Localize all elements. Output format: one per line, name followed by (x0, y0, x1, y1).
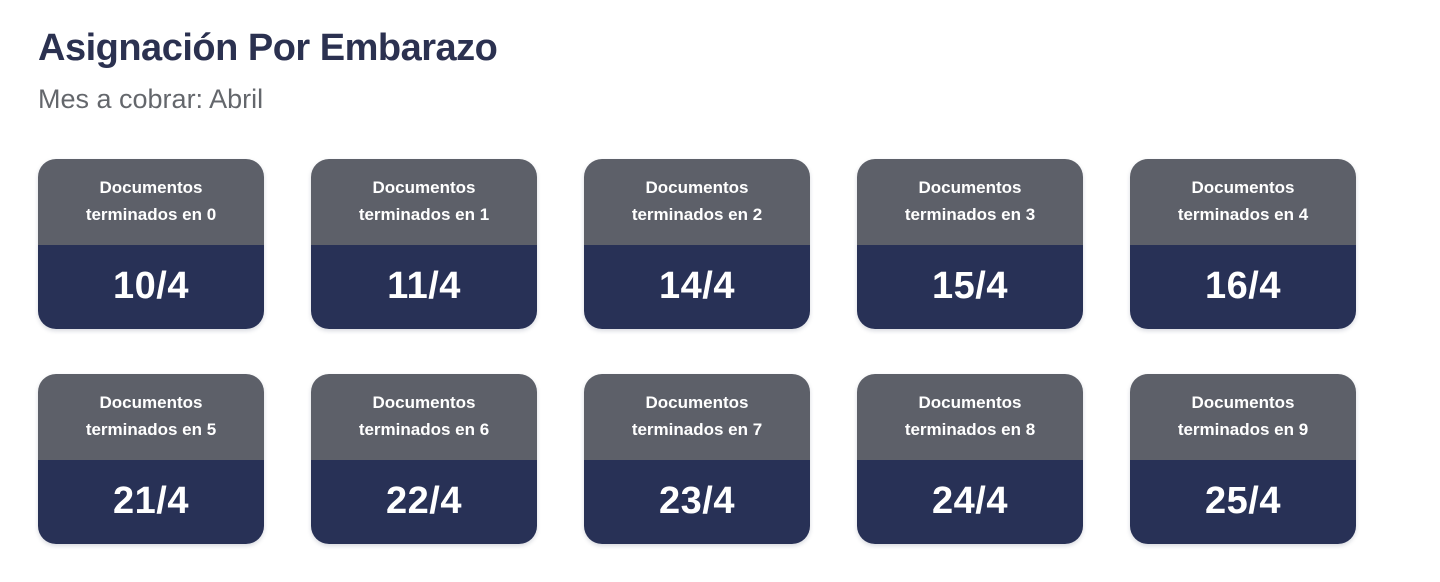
card-date: 11/4 (311, 244, 537, 329)
schedule-card-3: Documentos terminados en 3 15/4 (857, 158, 1083, 329)
card-date: 15/4 (857, 244, 1083, 329)
page-title: Asignación Por Embarazo (38, 27, 498, 69)
card-date: 22/4 (311, 459, 537, 544)
schedule-card-2: Documentos terminados en 2 14/4 (584, 158, 810, 329)
card-date: 21/4 (38, 459, 264, 544)
card-date: 23/4 (584, 459, 810, 544)
page-subtitle: Mes a cobrar: Abril (38, 83, 264, 114)
card-date: 10/4 (38, 244, 264, 329)
card-label: Documentos terminados en 5 (38, 373, 264, 460)
schedule-card-9: Documentos terminados en 9 25/4 (1130, 373, 1356, 544)
schedule-cards-grid: Documentos terminados en 0 10/4 Document… (38, 158, 1402, 544)
schedule-card-6: Documentos terminados en 6 22/4 (311, 373, 537, 544)
schedule-card-8: Documentos terminados en 8 24/4 (857, 373, 1083, 544)
schedule-card-5: Documentos terminados en 5 21/4 (38, 373, 264, 544)
schedule-card-7: Documentos terminados en 7 23/4 (584, 373, 810, 544)
card-label: Documentos terminados en 2 (584, 158, 810, 245)
schedule-card-4: Documentos terminados en 4 16/4 (1130, 158, 1356, 329)
card-label: Documentos terminados en 3 (857, 158, 1083, 245)
schedule-card-1: Documentos terminados en 1 11/4 (311, 158, 537, 329)
card-date: 24/4 (857, 459, 1083, 544)
schedule-card-0: Documentos terminados en 0 10/4 (38, 158, 264, 329)
card-label: Documentos terminados en 6 (311, 373, 537, 460)
card-label: Documentos terminados en 9 (1130, 373, 1356, 460)
card-date: 25/4 (1130, 459, 1356, 544)
card-label: Documentos terminados en 8 (857, 373, 1083, 460)
card-label: Documentos terminados en 1 (311, 158, 537, 245)
card-date: 14/4 (584, 244, 810, 329)
payment-schedule-panel: Asignación Por Embarazo Mes a cobrar: Ab… (38, 27, 1402, 544)
card-label: Documentos terminados en 4 (1130, 158, 1356, 245)
card-label: Documentos terminados en 7 (584, 373, 810, 460)
card-label: Documentos terminados en 0 (38, 158, 264, 245)
card-date: 16/4 (1130, 244, 1356, 329)
